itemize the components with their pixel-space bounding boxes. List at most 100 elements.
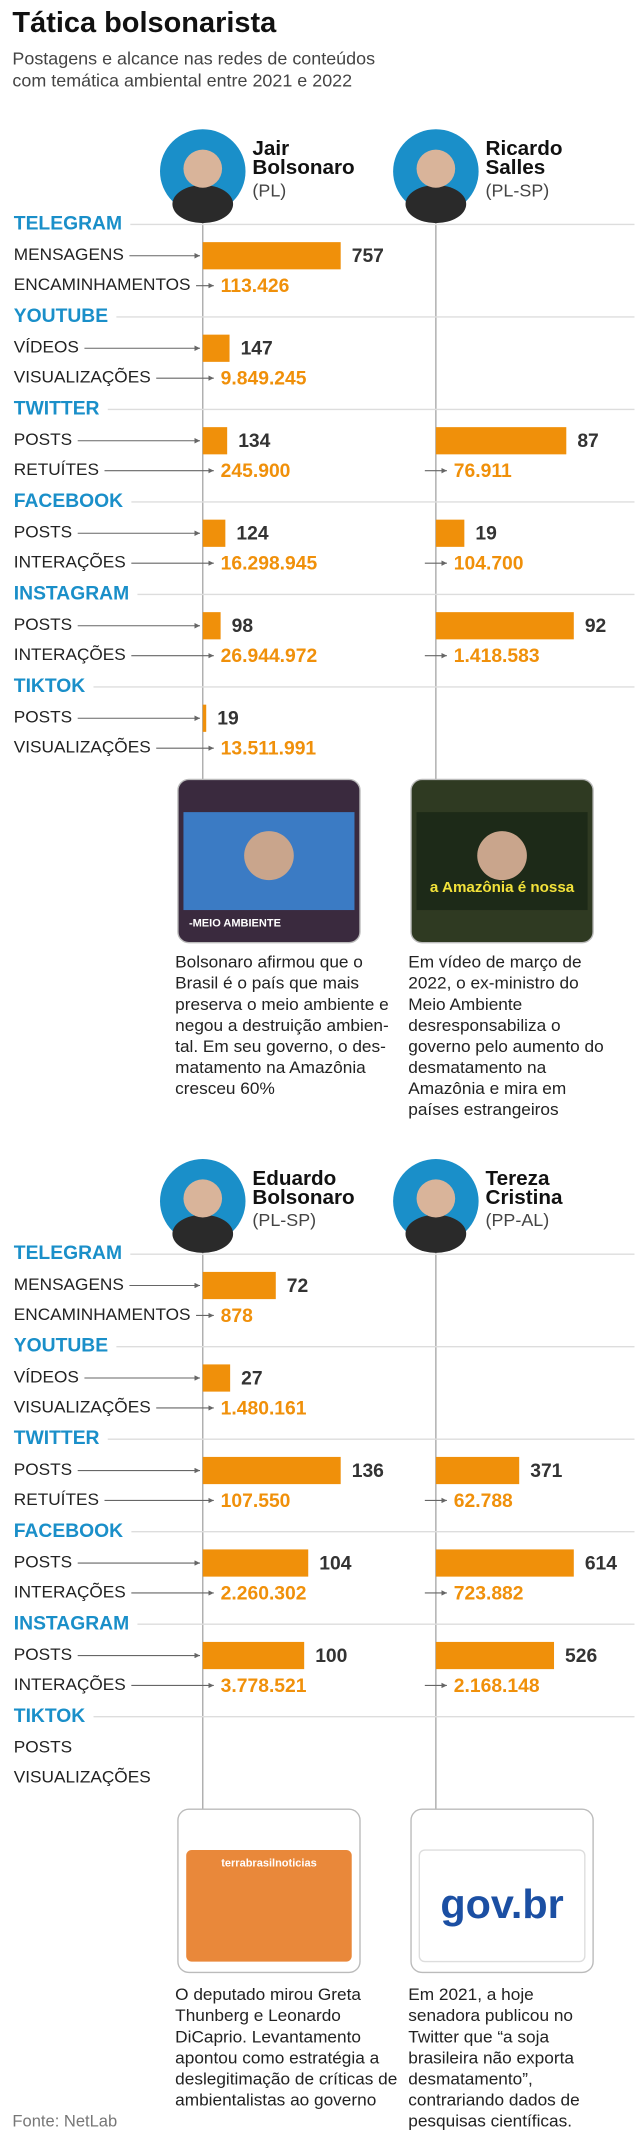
screenshot-image	[186, 1850, 352, 1962]
metric-label: INTERAÇÕES	[14, 644, 126, 664]
count-label: 614	[585, 1554, 618, 1575]
reach-label: 13.511.991	[221, 739, 317, 760]
bar	[202, 704, 207, 732]
platform-name: TWITTER	[14, 399, 100, 420]
source: Fonte: NetLab	[12, 2113, 117, 2131]
count-label: 100	[315, 1646, 347, 1667]
metric-label: RETUÍTES	[14, 1490, 99, 1509]
reach-label: 2.168.148	[454, 1676, 540, 1697]
platform-name: TELEGRAM	[14, 1243, 122, 1264]
metric-label: VÍDEOS	[14, 338, 79, 357]
count-label: 72	[287, 1276, 308, 1297]
metric-label: POSTS	[14, 708, 72, 727]
reach-label: 3.778.521	[221, 1676, 307, 1697]
count-label: 136	[352, 1461, 384, 1482]
screenshot-text: a Amazônia é nossa	[430, 879, 575, 896]
metric-label: MENSAGENS	[14, 245, 124, 264]
metric-label: POSTS	[14, 1553, 72, 1572]
screenshot-face	[244, 831, 294, 881]
caption: Brasil é o país que mais	[175, 974, 359, 993]
caption: Bolsonaro afirmou que o	[175, 953, 363, 972]
reach-label: 16.298.945	[221, 554, 318, 575]
caption: senadora publicou no	[408, 2006, 573, 2025]
person-name: Bolsonaro	[252, 1186, 354, 1209]
caption: Thunberg e Leonardo	[175, 2006, 341, 2025]
reach-label: 878	[221, 1306, 254, 1327]
bar	[202, 242, 341, 270]
title: Tática bolsonarista	[12, 7, 277, 39]
bar	[202, 1641, 305, 1670]
metric-label: POSTS	[14, 523, 72, 542]
bar	[202, 1549, 309, 1577]
platform-name: YOUTUBE	[14, 306, 109, 327]
count-label: 104	[319, 1554, 352, 1575]
caption: Meio Ambiente	[408, 995, 522, 1014]
reach-label: 107.550	[221, 1491, 291, 1512]
caption: O deputado mirou Greta	[175, 1985, 361, 2004]
reach-label: 76.911	[454, 461, 512, 482]
caption: cresceu 60%	[175, 1079, 275, 1098]
bar	[435, 1549, 574, 1577]
person-name: Bolsonaro	[252, 156, 354, 179]
caption: ambientalistas ao governo	[175, 2091, 376, 2110]
reach-label: 245.900	[221, 461, 291, 482]
platform-name: TIKTOK	[14, 676, 86, 697]
photo-body	[405, 185, 467, 224]
reach-label: 723.882	[454, 1583, 524, 1604]
caption: matamento na Amazônia	[175, 1058, 366, 1077]
caption: desmatamento”,	[408, 2070, 532, 2089]
reach-label: 2.260.302	[221, 1583, 307, 1604]
person-name: Cristina	[486, 1186, 564, 1209]
caption: Twitter que “a soja	[408, 2027, 549, 2046]
bar	[202, 427, 228, 455]
metric-label: ENCAMINHAMENTOS	[14, 275, 191, 294]
bar	[435, 612, 574, 640]
reach-label: 9.849.245	[221, 369, 307, 390]
platform-name: FACEBOOK	[14, 1521, 123, 1542]
reach-label: 26.944.972	[221, 646, 318, 667]
count-label: 98	[232, 616, 254, 637]
reach-label: 1.480.161	[221, 1398, 307, 1419]
metric-label: INTERAÇÕES	[14, 1674, 126, 1694]
photo-head	[183, 1179, 223, 1218]
metric-label: MENSAGENS	[14, 1275, 124, 1294]
photo-body	[172, 1214, 234, 1253]
bar	[435, 1641, 555, 1670]
reach-label: 113.426	[221, 276, 290, 297]
count-label: 147	[241, 339, 273, 360]
metric-label: ENCAMINHAMENTOS	[14, 1305, 191, 1324]
count-label: 757	[352, 246, 384, 267]
bar	[435, 427, 567, 455]
subtitle: com temática ambiental entre 2021 e 2022	[12, 70, 352, 90]
bar	[202, 1456, 341, 1485]
count-label: 27	[241, 1369, 262, 1390]
screenshot-text: gov.br	[440, 1881, 563, 1927]
platform-name: INSTAGRAM	[14, 584, 129, 605]
metric-label: VISUALIZAÇÕES	[14, 1397, 151, 1417]
metric-label: VISUALIZAÇÕES	[14, 367, 151, 387]
count-label: 19	[475, 524, 496, 545]
metric-label: POSTS	[14, 1645, 72, 1664]
photo-body	[405, 1214, 467, 1253]
platform-name: YOUTUBE	[14, 1336, 109, 1357]
screenshot-face	[477, 831, 527, 881]
caption: desresponsabiliza o	[408, 1016, 560, 1035]
metric-label: INTERAÇÕES	[14, 552, 126, 572]
count-label: 526	[565, 1646, 597, 1667]
caption: apontou como estratégia a	[175, 2048, 379, 2067]
caption: pesquisas científicas.	[408, 2112, 572, 2131]
person-party: (PL)	[252, 181, 286, 201]
platform-name: FACEBOOK	[14, 491, 123, 512]
caption: DiCaprio. Levantamento	[175, 2027, 361, 2046]
caption: preserva o meio ambiente e	[175, 995, 389, 1014]
photo-head	[416, 149, 456, 188]
bar	[435, 1456, 520, 1485]
metric-label: POSTS	[14, 1738, 72, 1757]
metric-label: VISUALIZAÇÕES	[14, 737, 151, 757]
person-party: (PL-SP)	[252, 1210, 316, 1230]
metric-label: VISUALIZAÇÕES	[14, 1767, 151, 1787]
caption: brasileira não exporta	[408, 2048, 574, 2067]
count-label: 19	[217, 709, 238, 730]
caption: países estrangeiros	[408, 1100, 558, 1119]
